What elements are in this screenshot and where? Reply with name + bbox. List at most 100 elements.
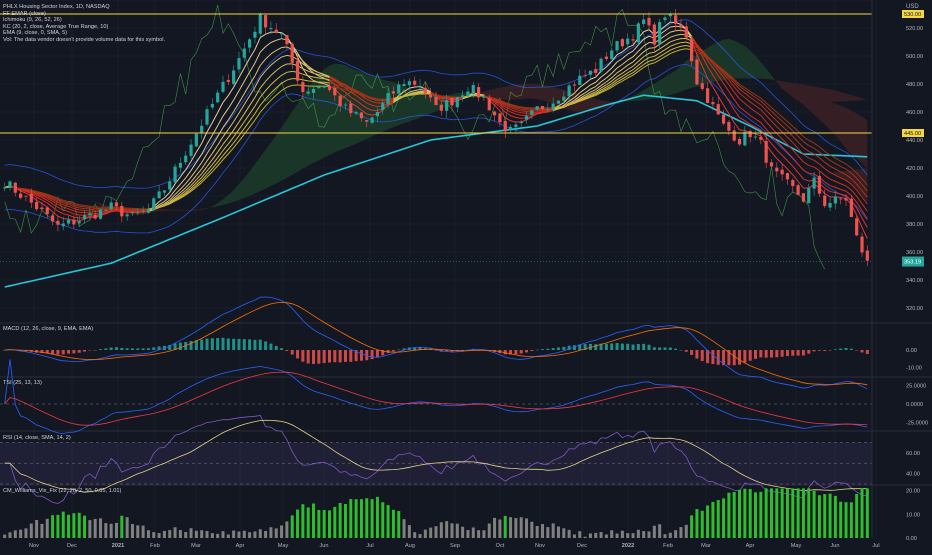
ema-ribbon-segment — [798, 136, 803, 141]
tsi-pane[interactable] — [0, 359, 872, 433]
vix-bar — [791, 488, 794, 538]
candle-body — [317, 87, 320, 89]
candle-body — [631, 39, 634, 40]
ema-ribbon-segment — [244, 72, 249, 81]
indicator-ffemar[interactable]: FF EMAR (close) — [3, 11, 165, 18]
candle-body — [301, 82, 304, 92]
vix-bar — [14, 530, 17, 538]
ema-ribbon-segment — [793, 143, 798, 149]
ema-ribbon-segment — [782, 117, 787, 122]
macd-histogram-bar — [301, 350, 304, 362]
indicator-ema[interactable]: EMA (9, close, 0, SMA, 5) — [3, 30, 165, 37]
vix-bar — [781, 488, 784, 538]
macd-histogram-bar — [56, 350, 59, 354]
ema-ribbon-segment — [734, 123, 739, 130]
tsi-title[interactable]: TSI (25, 13, 13) — [3, 380, 42, 386]
ema-ribbon-segment — [676, 39, 681, 40]
ema-ribbon-segment — [676, 46, 681, 48]
macd-histogram-bar — [237, 339, 240, 350]
indicator-ichimoku[interactable]: Ichimoku (9, 26, 52, 26) — [3, 17, 165, 24]
vix-bar — [562, 528, 565, 538]
price-tick-label: 520.00 — [906, 26, 923, 32]
candle-body — [488, 98, 491, 110]
ema-ribbon-segment — [202, 132, 207, 143]
candle-body — [711, 102, 714, 104]
vix-bar — [163, 531, 166, 538]
ema-ribbon-segment — [777, 134, 782, 139]
macd-histogram-bar — [115, 347, 118, 350]
ema-ribbon-segment — [69, 209, 74, 211]
vix-bar — [573, 535, 576, 538]
ema-ribbon-segment — [638, 46, 643, 51]
ema-ribbon-segment — [260, 34, 265, 37]
ema-ribbon-segment — [750, 108, 755, 112]
ema-ribbon-segment — [159, 198, 164, 202]
ema-ribbon-segment — [612, 68, 617, 73]
candle-body — [14, 183, 17, 193]
vix-bar — [397, 511, 400, 538]
vix-bar — [83, 516, 86, 538]
ichimoku-cloud-bull — [47, 39, 777, 207]
symbol-title[interactable]: PHLX Housing Sector Index, 1D, NASDAQ — [3, 4, 165, 11]
rsi-pane[interactable] — [0, 416, 872, 504]
macd-histogram-bar — [866, 350, 869, 354]
macd-histogram-bar — [738, 350, 741, 365]
indicator-vol[interactable]: Vol: The data vendor doesn't provide vol… — [3, 37, 165, 44]
vix-bar — [355, 499, 358, 538]
vix-bar — [493, 518, 496, 538]
ema-ribbon-segment — [521, 107, 526, 108]
macd-title[interactable]: MACD (12, 26, close, 9, EMA, EMA) — [3, 326, 93, 332]
ema-ribbon-segment — [601, 73, 606, 77]
ema-ribbon-segment — [756, 134, 761, 136]
vix-bar — [275, 528, 278, 538]
vix-pane[interactable] — [3, 488, 869, 538]
candle-body — [344, 105, 347, 106]
vix-bar — [663, 534, 666, 538]
macd-histogram-bar — [190, 341, 193, 350]
price-pane[interactable] — [0, 5, 872, 287]
candle-body — [237, 58, 240, 69]
candle-body — [275, 30, 278, 33]
indicator-kc[interactable]: KC (20, 2, close, Average True Range, 10… — [3, 24, 165, 31]
macd-histogram-bar — [797, 350, 800, 356]
macd-histogram-bar — [525, 350, 528, 352]
ema-ribbon-segment — [771, 121, 776, 127]
vix-bar — [131, 524, 134, 538]
macd-histogram-bar — [754, 350, 757, 359]
ema-ribbon-segment — [830, 160, 835, 163]
time-tick-label: Feb — [150, 543, 160, 549]
ema-ribbon-segment — [74, 211, 79, 212]
price-axis[interactable]: USD520.00500.00480.00460.00440.00420.004… — [872, 0, 928, 542]
macd-histogram-bar — [552, 348, 555, 350]
candle-body — [24, 196, 27, 197]
vix-bar — [632, 533, 635, 538]
ema-ribbon-segment — [223, 144, 228, 151]
ema-ribbon-segment — [537, 112, 542, 113]
ema-ribbon-segment — [654, 44, 659, 47]
macd-histogram-bar — [685, 350, 688, 352]
candle-body — [312, 89, 315, 93]
macd-histogram-bar — [248, 339, 251, 350]
ema-ribbon-segment — [835, 169, 840, 172]
time-tick-label: Mar — [701, 543, 711, 549]
macd-histogram-bar — [264, 341, 267, 350]
macd-histogram-bar — [743, 350, 746, 362]
ema-ribbon-segment — [628, 51, 633, 54]
macd-histogram-bar — [632, 345, 635, 350]
vix-bar — [642, 531, 645, 538]
vix-title[interactable]: CM_Williams_Vix_Fix (22, 20, 2, 50, 0.85… — [3, 488, 121, 494]
ema-ribbon-segment — [782, 126, 787, 131]
ema-ribbon-segment — [740, 118, 745, 121]
rsi-title[interactable]: RSI (14, close, SMA, 14, 2) — [3, 435, 71, 441]
ema-ribbon-segment — [276, 57, 281, 61]
vix-bar — [253, 531, 256, 538]
ema-ribbon-segment — [649, 60, 654, 61]
macd-pane[interactable] — [3, 297, 869, 389]
candle-body — [99, 209, 102, 218]
ema-ribbon-segment — [250, 87, 255, 96]
ema-ribbon-segment — [841, 161, 846, 164]
ema-ribbon-segment — [521, 120, 526, 122]
